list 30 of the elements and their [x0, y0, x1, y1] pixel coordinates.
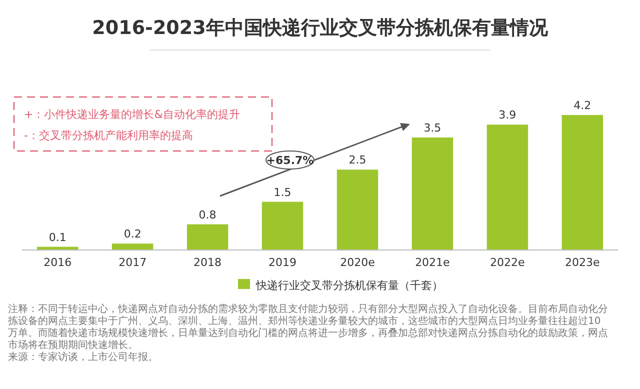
x-tick-label: 2020e [340, 256, 376, 269]
x-tick-label: 2018 [194, 256, 222, 269]
data-label: 3.9 [498, 108, 516, 122]
data-label: 2.5 [348, 154, 366, 167]
data-label: 4.2 [574, 99, 592, 112]
legend-label: 快递行业交叉带分拣机保有量（千套） [255, 279, 443, 292]
annotation: +65.7% [266, 154, 314, 167]
x-tick-label: 2021e [415, 256, 450, 269]
x-tick-label: 2019 [268, 256, 297, 269]
chart-title: 2016-2023年中国快递行业交叉带分拣机保有量情况 [92, 17, 549, 39]
bar [562, 115, 604, 250]
data-label: 3.5 [424, 122, 442, 134]
data-label: 0.1 [48, 230, 66, 244]
text: 注释：不同于转运中心，快递网点对自动分拣的需求较为零散且支付能力较弱，只有部分大型网点投入了自动化设备。目前布局自动化分拣设备的网点主要集中于广州、义乌、深圳、上海、温州、郑州等快递业务量较大的城市，这些城市的大型网点日均业务量往往超过10万单。而随着快递市场规模快速增长，日单量达到自动化门槛的网点将进一步增多，再叠加总部对快递网点分拣自动化的鼓励政策，网点市场将在预期期间快速增长。 [7, 303, 608, 351]
annotation: +：小件快递业务量的增长&自动化率的提升 [24, 108, 240, 121]
x-tick-label: 2023e [565, 256, 600, 269]
x-tick-label: 2022e [490, 256, 526, 269]
x-tick-label: 2017 [118, 256, 147, 269]
annotation: -：交叉带分拣机产能利用率的提高 [24, 129, 193, 142]
source-note: 来源：专家访谈，上市公司年报。 [8, 351, 158, 363]
bar [412, 138, 454, 250]
x-tick-label: 2016 [44, 256, 72, 269]
bar [112, 244, 154, 250]
bar [262, 202, 304, 250]
bar [186, 224, 228, 250]
data-label: 1.5 [274, 186, 292, 199]
bar [336, 170, 378, 250]
bar [486, 124, 528, 250]
data-label: 0.8 [198, 208, 216, 222]
data-label: 0.2 [124, 228, 142, 241]
